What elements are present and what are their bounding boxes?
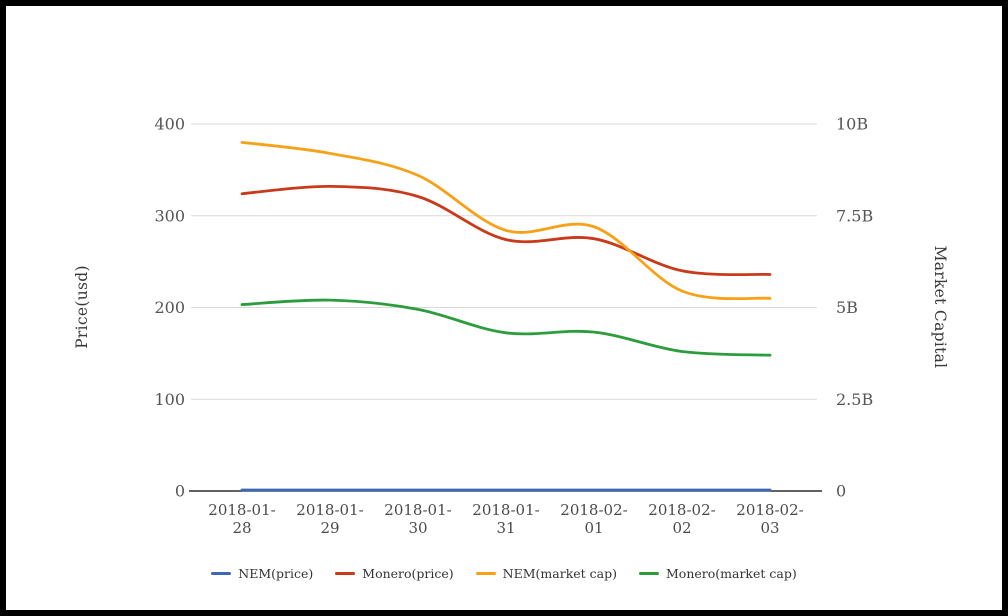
x-axis-date-label: 2018-01-29 <box>296 501 363 537</box>
chart-legend: NEM(price) Monero(price) NEM(market cap) Mo… <box>6 566 1002 581</box>
left-axis-tick-label: 400 <box>154 115 185 134</box>
x-axis-date-label: 2018-01-30 <box>384 501 451 537</box>
chart-canvas: 0 100 200 300 400 0 2.5B 5B 7.5B 10B 2018-01-28 201… <box>6 6 1002 610</box>
legend-swatch-line <box>475 572 496 575</box>
x-axis-date-label: 2018-02-02 <box>648 501 715 537</box>
legend-item-monero-price[interactable]: Monero(price) <box>335 566 454 581</box>
legend-swatch-line <box>639 572 659 575</box>
x-axis-date-label: 2018-02-03 <box>736 501 803 537</box>
line-chart-plot-area: 0 100 200 300 400 0 2.5B 5B 7.5B 10B 2018-01-28 201… <box>154 115 873 538</box>
left-axis-title: Price(usd) <box>73 265 91 349</box>
x-axis-date-label: 2018-01-28 <box>208 501 275 537</box>
x-axis-date-label: 2018-01-31 <box>472 501 539 537</box>
series-line-nem-market-cap <box>240 140 772 301</box>
right-axis-tick-label: 7.5B <box>836 206 873 225</box>
legend-swatch-line <box>211 572 232 575</box>
legend-item-nem-market-cap[interactable]: NEM(market cap) <box>475 566 617 581</box>
right-axis-tick-label: 5B <box>836 298 858 317</box>
right-axis-tick-label: 10B <box>836 115 868 134</box>
legend-label: NEM(price) <box>238 566 314 581</box>
legend-label: NEM(market cap) <box>502 566 617 581</box>
legend-item-monero-market-cap[interactable]: Monero(market cap) <box>639 566 797 581</box>
left-axis-tick-label: 200 <box>154 298 185 317</box>
left-axis-tick-label: 300 <box>154 206 185 225</box>
legend-swatch-line <box>335 572 356 575</box>
legend-label: Monero(price) <box>362 566 454 581</box>
x-axis-date-label: 2018-02-01 <box>560 501 627 537</box>
right-axis-title: Market Capital <box>931 245 949 369</box>
legend-label: Monero(market cap) <box>666 566 797 581</box>
right-axis-tick-label: 2.5B <box>836 390 873 409</box>
legend-item-nem-price[interactable]: NEM(price) <box>211 566 313 581</box>
series-line-monero-price <box>240 184 772 277</box>
left-axis-tick-label: 100 <box>154 390 185 409</box>
right-axis-tick-label: 0 <box>836 482 846 501</box>
left-axis-tick-label: 0 <box>175 482 185 501</box>
series-line-monero-market-cap <box>240 298 772 357</box>
